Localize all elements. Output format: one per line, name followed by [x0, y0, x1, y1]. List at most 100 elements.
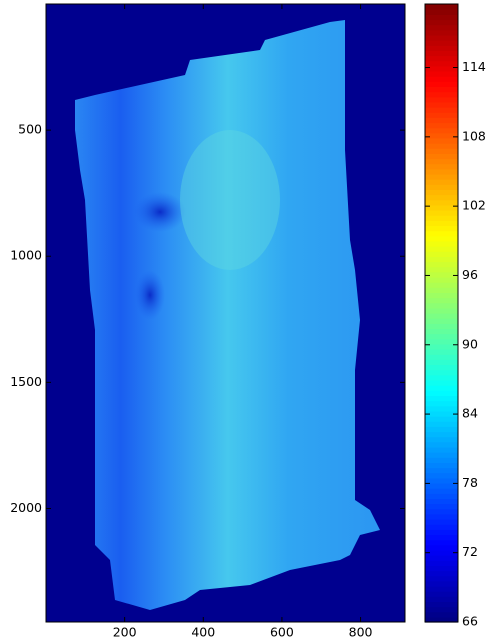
colorbar-step	[425, 287, 458, 293]
colorbar-step	[425, 14, 458, 21]
colorbar-step	[425, 544, 458, 551]
colorbar-step	[425, 153, 458, 160]
colorbar-step	[425, 261, 458, 268]
colorbar-step	[425, 446, 458, 453]
colorbar-step	[425, 611, 458, 618]
image-feature	[135, 270, 165, 320]
y-tick-label: 500	[18, 122, 42, 137]
colorbar-step	[425, 395, 458, 402]
x-tick-label: 200	[113, 625, 137, 640]
image-footprint	[75, 20, 380, 610]
colorbar-step	[425, 379, 458, 386]
colorbar-step	[425, 91, 458, 98]
colorbar-step	[425, 421, 458, 427]
y-tick-label: 1000	[10, 248, 42, 263]
colorbar-step	[425, 503, 458, 510]
colorbar-step	[425, 210, 458, 216]
colorbar-step	[425, 601, 458, 608]
colorbar-step	[425, 436, 458, 443]
axes-frame	[45, 3, 406, 623]
colorbar-step	[425, 107, 458, 113]
colorbar-step	[425, 513, 458, 520]
image-feature	[180, 130, 280, 270]
colorbar-step	[425, 555, 458, 561]
colorbar-step	[425, 179, 458, 185]
colorbar-step	[425, 137, 458, 144]
colorbar-step	[425, 163, 458, 170]
colorbar-step	[425, 472, 458, 479]
colorbar-step	[425, 390, 458, 396]
y-tick-label: 1500	[10, 374, 42, 389]
colorbar-step	[425, 302, 458, 309]
colorbar-step	[425, 24, 458, 31]
colorbar-step	[425, 606, 458, 613]
colorbar-tick-label: 72	[462, 544, 478, 559]
colorbar-step	[425, 297, 458, 304]
colorbar-step	[425, 575, 458, 582]
colorbar-step	[425, 143, 458, 149]
colorbar-step	[425, 328, 458, 335]
colorbar-tick-label: 114	[462, 59, 486, 74]
colorbar-step	[425, 215, 458, 221]
colorbar-step	[425, 19, 458, 26]
colorbar-step	[425, 112, 458, 118]
colorbar-step	[425, 431, 458, 438]
colorbar-step	[425, 338, 458, 345]
colorbar-tick-label: 90	[462, 336, 478, 351]
colorbar-step	[425, 40, 458, 46]
colorbar-step	[425, 313, 458, 319]
colorbar-step	[425, 343, 458, 350]
colorbar-step	[425, 230, 458, 237]
colorbar-step	[425, 220, 458, 227]
colorbar-step	[425, 591, 458, 597]
colorbar-step	[425, 70, 458, 77]
colorbar-step	[425, 292, 458, 299]
colorbar-step	[425, 199, 458, 206]
colorbar-step	[425, 204, 458, 211]
colorbar-step	[425, 225, 458, 232]
colorbar-step	[425, 96, 458, 103]
colorbar-tick-label: 84	[462, 406, 478, 421]
colorbar-step	[425, 189, 458, 196]
colorbar-step	[425, 168, 458, 175]
colorbar-step	[425, 354, 458, 360]
colorbar-step	[425, 482, 458, 489]
colorbar-step	[425, 400, 458, 407]
colorbar-step	[425, 462, 458, 469]
colorbar-step	[425, 493, 458, 499]
colorbar-step	[425, 101, 458, 108]
colorbar-step	[425, 519, 458, 525]
colorbar-step	[425, 81, 458, 87]
colorbar-step	[425, 50, 458, 57]
colorbar-step	[425, 45, 458, 51]
x-tick-label: 600	[270, 625, 294, 640]
colorbar-step	[425, 416, 458, 422]
colorbar-step	[425, 560, 458, 566]
colorbar-step	[425, 369, 458, 376]
colorbar-step	[425, 441, 458, 448]
colorbar-step	[425, 184, 458, 190]
colorbar-step	[425, 467, 458, 474]
colorbar-step	[425, 457, 458, 463]
colorbar-step	[425, 282, 458, 288]
colorbar-step	[425, 374, 458, 381]
colorbar-step	[425, 364, 458, 371]
colorbar-step	[425, 534, 458, 541]
colorbar-step	[425, 488, 458, 494]
y-tick-label: 2000	[10, 500, 42, 515]
colorbar-step	[425, 246, 458, 252]
colorbar-step	[425, 333, 458, 340]
colorbar-step	[425, 127, 458, 134]
colorbar-step	[425, 55, 458, 62]
colorbar-step	[425, 349, 458, 355]
colorbar-step	[425, 60, 458, 67]
colorbar-tick-label: 66	[462, 614, 478, 629]
colorbar-step	[425, 240, 458, 247]
plot-area	[45, 3, 406, 623]
colorbar-frame	[424, 3, 459, 623]
colorbar-step	[425, 498, 458, 505]
colorbar-step	[425, 132, 458, 139]
colorbar-step	[425, 256, 458, 263]
colorbar-step	[425, 122, 458, 129]
colorbar-step	[425, 251, 458, 257]
